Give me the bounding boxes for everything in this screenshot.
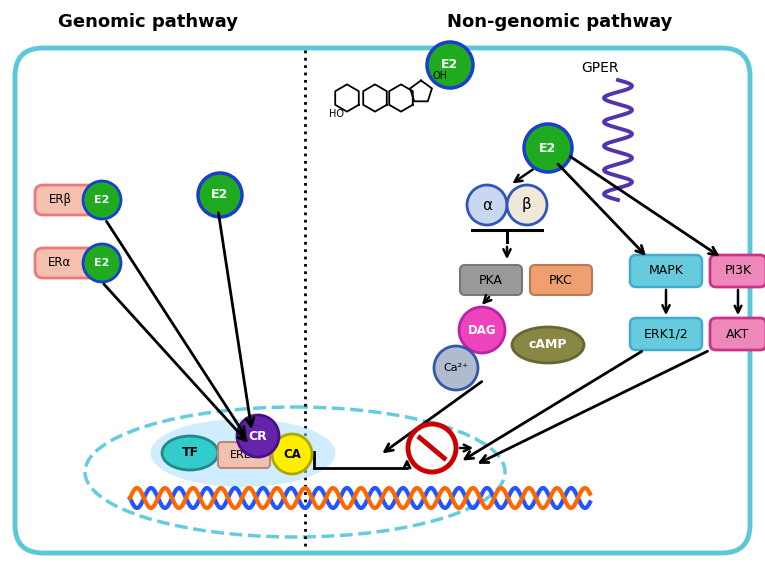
Text: E2: E2 <box>94 258 109 268</box>
Text: EREs: EREs <box>230 450 258 460</box>
FancyBboxPatch shape <box>530 265 592 295</box>
Circle shape <box>524 124 572 172</box>
FancyBboxPatch shape <box>630 318 702 350</box>
Text: DAG: DAG <box>467 324 496 337</box>
Circle shape <box>83 181 121 219</box>
Text: ERα: ERα <box>48 256 72 270</box>
Text: ERβ: ERβ <box>48 193 72 206</box>
Circle shape <box>434 346 478 390</box>
Text: MAPK: MAPK <box>649 265 683 278</box>
FancyBboxPatch shape <box>710 318 765 350</box>
Text: E2: E2 <box>441 58 459 71</box>
FancyBboxPatch shape <box>218 442 270 468</box>
FancyBboxPatch shape <box>460 265 522 295</box>
Circle shape <box>237 415 279 457</box>
FancyBboxPatch shape <box>710 255 765 287</box>
Circle shape <box>408 424 456 472</box>
Circle shape <box>83 244 121 282</box>
Circle shape <box>272 434 312 474</box>
Text: TF: TF <box>181 446 199 460</box>
Text: OH: OH <box>433 71 448 81</box>
Circle shape <box>507 185 547 225</box>
Ellipse shape <box>162 436 218 470</box>
Text: GPER: GPER <box>581 61 619 75</box>
Ellipse shape <box>512 327 584 363</box>
Text: E2: E2 <box>539 142 557 155</box>
Text: PI3K: PI3K <box>724 265 751 278</box>
Circle shape <box>467 185 507 225</box>
FancyBboxPatch shape <box>15 48 750 553</box>
Text: PKA: PKA <box>479 274 503 287</box>
FancyBboxPatch shape <box>35 248 97 278</box>
Text: Ca²⁺: Ca²⁺ <box>444 363 468 373</box>
Text: ERK1/2: ERK1/2 <box>643 328 688 341</box>
Text: Genomic pathway: Genomic pathway <box>58 13 238 31</box>
FancyBboxPatch shape <box>35 185 97 215</box>
Text: E2: E2 <box>94 195 109 205</box>
Text: β: β <box>522 197 532 212</box>
Text: AKT: AKT <box>726 328 750 341</box>
Circle shape <box>198 173 242 217</box>
Text: PKC: PKC <box>549 274 573 287</box>
FancyBboxPatch shape <box>630 255 702 287</box>
Text: E2: E2 <box>211 188 229 202</box>
Circle shape <box>427 42 473 88</box>
Text: α: α <box>482 197 492 212</box>
Text: cAMP: cAMP <box>529 338 568 351</box>
Text: CR: CR <box>249 429 268 442</box>
Text: Non-genomic pathway: Non-genomic pathway <box>448 13 672 31</box>
Text: HO: HO <box>329 109 344 119</box>
Ellipse shape <box>151 419 336 487</box>
Circle shape <box>459 307 505 353</box>
Text: CA: CA <box>283 447 301 460</box>
